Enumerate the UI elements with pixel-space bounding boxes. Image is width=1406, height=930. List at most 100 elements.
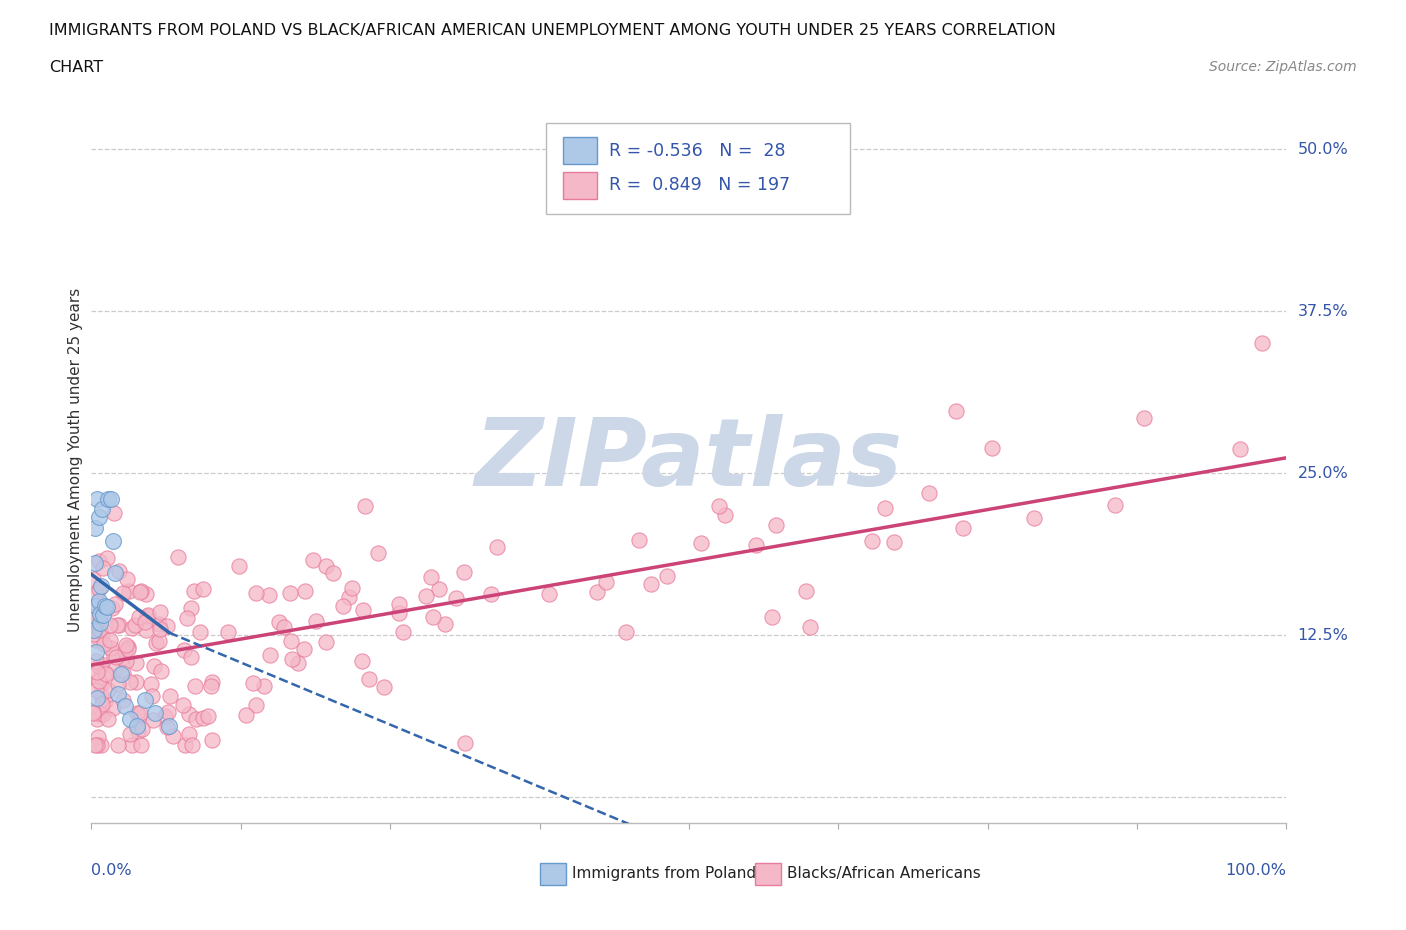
Point [188,624,211,639]
Point [120,726,142,741]
Point [794,584,817,599]
Text: R = -0.536   N =  28: R = -0.536 N = 28 [609,141,786,160]
Point [111,651,134,666]
Point [107,564,129,578]
Point [84,587,107,602]
Point [628,533,651,548]
Point [93,665,115,680]
Point [253,678,276,693]
Point [434,617,457,631]
Point [875,501,897,516]
Point [86,665,108,680]
Point [481,587,503,602]
Point [148,617,170,631]
Point [177,707,200,722]
Point [419,569,441,584]
Point [135,608,157,623]
Point [87,554,110,569]
Point [83,737,105,752]
Point [180,601,202,616]
Point [87,673,110,688]
Point [104,662,127,677]
Point [352,603,374,618]
Point [191,581,214,596]
Point [707,498,730,513]
Point [614,625,637,640]
Point [952,521,974,536]
Point [191,711,214,725]
Point [91,706,114,721]
Point [124,674,146,689]
Point [98,618,121,632]
Point [257,588,280,603]
Point [862,534,884,549]
Point [101,646,124,661]
Text: Immigrants from Poland: Immigrants from Poland [572,867,756,882]
Point [157,719,180,734]
Point [93,599,115,614]
Point [96,600,118,615]
Point [280,634,302,649]
Point [981,441,1004,456]
Point [101,534,124,549]
Point [82,611,104,626]
Point [1132,411,1154,426]
Text: 37.5%: 37.5% [1298,304,1348,319]
Point [337,590,360,604]
Point [201,675,224,690]
Point [135,623,157,638]
Point [115,571,138,586]
Point [184,679,207,694]
Point [98,632,121,647]
Point [125,656,148,671]
Point [90,677,112,692]
Point [294,584,316,599]
Point [304,613,326,628]
Point [1229,441,1251,456]
Point [134,693,156,708]
Point [90,737,112,752]
Point [90,687,112,702]
Point [110,667,132,682]
Point [322,565,344,580]
Point [96,551,118,565]
Point [1022,511,1045,525]
Point [111,665,134,680]
Point [89,631,111,646]
Point [427,581,450,596]
Point [278,586,301,601]
Point [125,719,148,734]
Point [125,706,148,721]
Point [149,604,172,619]
Point [87,593,110,608]
Point [287,656,309,671]
Point [135,587,157,602]
Point [149,621,172,636]
Point [82,610,104,625]
Point [128,584,150,599]
Point [761,609,783,624]
Point [97,683,120,698]
Point [148,633,170,648]
Point [97,492,120,507]
Point [201,733,224,748]
Point [392,625,415,640]
Point [183,583,205,598]
Text: 12.5%: 12.5% [1298,628,1348,643]
Point [118,584,141,599]
Point [87,673,110,688]
Point [107,686,129,701]
Point [142,659,165,674]
Point [84,683,107,698]
Point [100,641,122,656]
Point [86,711,108,726]
Point [145,635,167,650]
Point [172,698,194,712]
Point [200,679,222,694]
Point [87,730,110,745]
Point [86,691,108,706]
Point [354,498,377,513]
Point [332,598,354,613]
Point [84,599,107,614]
Point [655,568,678,583]
